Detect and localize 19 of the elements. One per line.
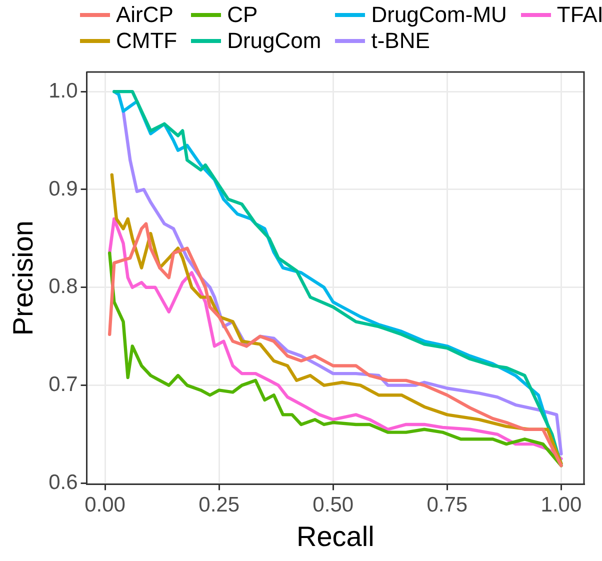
y-tick-label: 0.7: [48, 373, 78, 396]
legend-label: DrugCom: [227, 28, 322, 54]
legend-label: CMTF: [116, 28, 178, 54]
x-tick-label: 1.00: [540, 494, 582, 517]
y-tick-label: 0.6: [48, 471, 78, 494]
y-tick-label: 0.9: [48, 177, 78, 200]
legend-label: TFAI: [556, 2, 602, 28]
x-tick-label: 0.00: [84, 494, 126, 517]
x-tick-label: 0.50: [312, 494, 354, 517]
legend-label: t-BNE: [371, 28, 430, 54]
y-tick-label: 0.8: [48, 275, 78, 298]
x-axis-title: Recall: [296, 520, 374, 552]
legend-label: DrugCom-MU: [371, 2, 507, 28]
x-tick-label: 0.25: [198, 494, 240, 517]
legend-label: CP: [227, 2, 258, 28]
y-axis-title: Precision: [8, 220, 39, 336]
x-tick-label: 0.75: [426, 494, 468, 517]
legend-label: AirCP: [116, 2, 174, 28]
y-tick-label: 1.0: [48, 79, 78, 102]
